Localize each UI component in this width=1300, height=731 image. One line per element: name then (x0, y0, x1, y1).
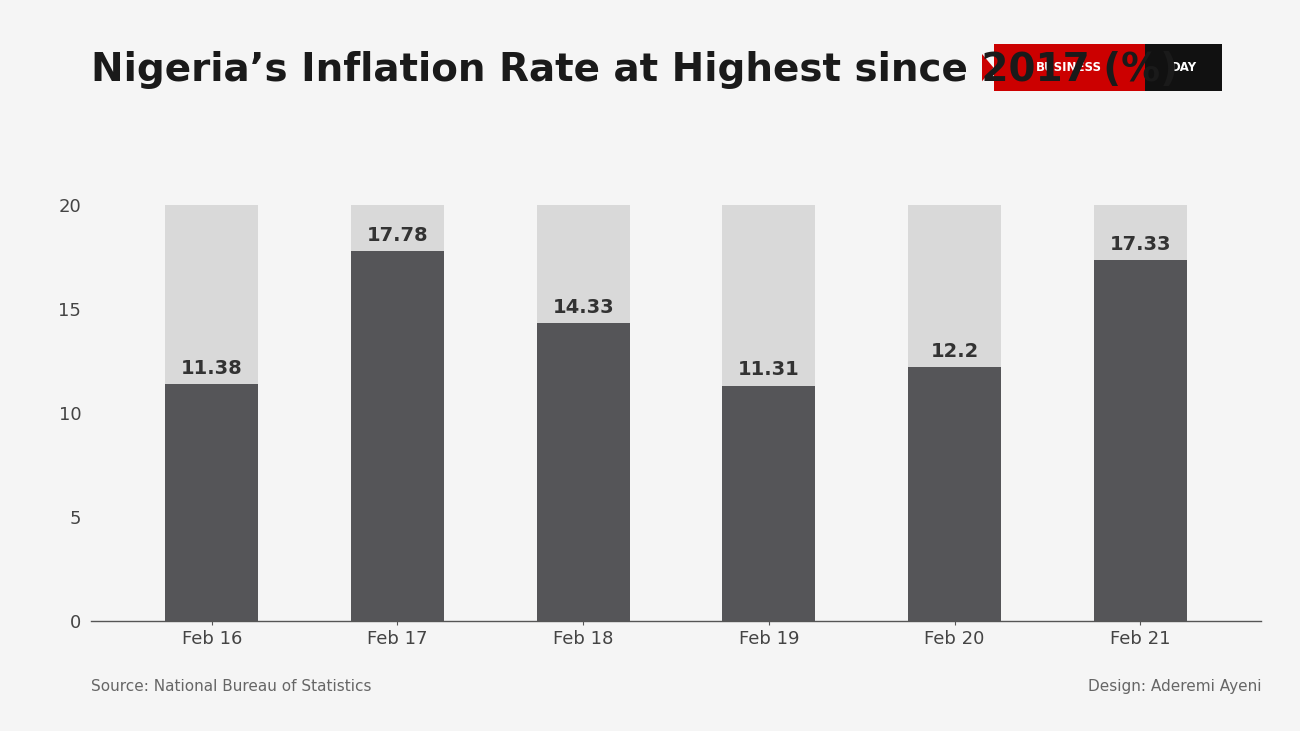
Text: 17.33: 17.33 (1109, 235, 1171, 254)
Bar (723, 205, 815, 621)
Text: DAY: DAY (1170, 61, 1196, 74)
Bar (909, 205, 1001, 621)
Bar (537, 205, 629, 621)
Text: BUSINESS: BUSINESS (1036, 61, 1102, 74)
Text: 11.31: 11.31 (738, 360, 800, 379)
Bar (1093, 260, 1187, 621)
Text: Source: National Bureau of Statistics: Source: National Bureau of Statistics (91, 679, 372, 694)
Text: 11.38: 11.38 (181, 359, 243, 378)
Bar (165, 205, 259, 621)
Bar (165, 385, 259, 621)
Bar (1093, 205, 1187, 621)
Bar (993, 44, 1145, 91)
Bar (537, 323, 629, 621)
Bar (909, 367, 1001, 621)
Bar (351, 205, 443, 621)
Text: Design: Aderemi Ayeni: Design: Aderemi Ayeni (1088, 679, 1261, 694)
Bar (1145, 44, 1222, 91)
Bar (351, 251, 443, 621)
Text: 14.33: 14.33 (552, 298, 614, 317)
Text: 17.78: 17.78 (367, 226, 428, 245)
Bar (723, 386, 815, 621)
Polygon shape (982, 53, 993, 82)
Text: Nigeria’s Inflation Rate at Highest since 2017 (%): Nigeria’s Inflation Rate at Highest sinc… (91, 51, 1178, 89)
Text: 12.2: 12.2 (931, 342, 979, 361)
